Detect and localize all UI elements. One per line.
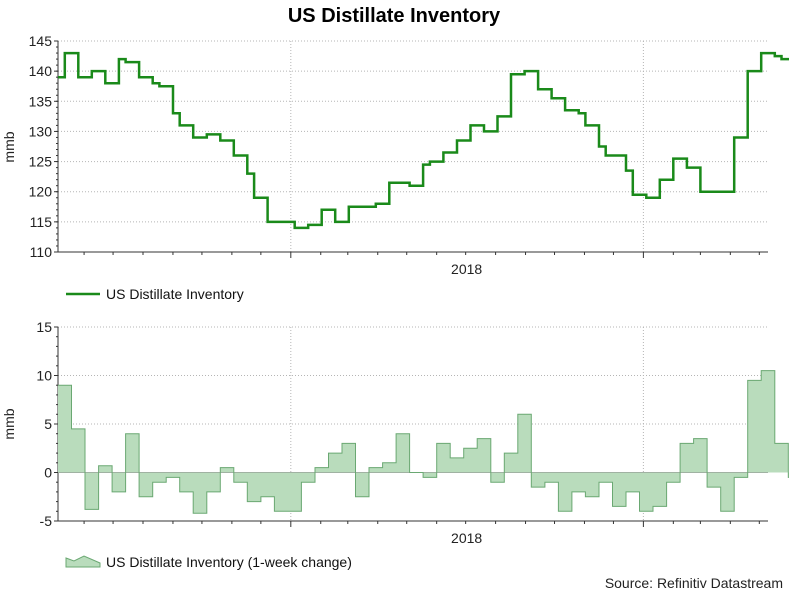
series-area: [58, 370, 789, 514]
y-tick-label: 5: [44, 416, 52, 432]
y-tick-label: 0: [44, 465, 52, 481]
y-tick-label: 120: [29, 184, 53, 200]
x-tick-label: 2018: [451, 530, 482, 546]
legend-label: US Distillate Inventory (1-week change): [106, 554, 352, 570]
series-area-outline: [58, 370, 789, 514]
y-tick-label: -5: [40, 513, 53, 529]
y-tick-label: 135: [29, 93, 53, 109]
y-axis-label: mmb: [1, 408, 17, 439]
series-line: [58, 51, 789, 230]
y-tick-label: 10: [36, 368, 52, 384]
y-tick-label: 145: [29, 33, 53, 49]
x-tick-label: 2018: [451, 261, 482, 277]
inventory-line-panel: 11011512012513013514014520182019mmbUS Di…: [1, 33, 789, 302]
weekly-change-area-panel: -505101520182019mmbUS Distillate Invento…: [1, 319, 789, 570]
y-axis-label: mmb: [1, 131, 17, 162]
y-tick-label: 140: [29, 63, 53, 79]
legend-area-swatch: [65, 555, 101, 568]
chart-title: US Distillate Inventory: [288, 5, 501, 27]
y-tick-label: 110: [30, 244, 53, 260]
y-tick-label: 130: [29, 123, 53, 139]
source-note: Source: Refinitiv Datastream: [605, 575, 783, 591]
legend-label: US Distillate Inventory: [106, 286, 244, 302]
y-tick-label: 15: [36, 319, 52, 335]
y-tick-label: 115: [30, 214, 53, 230]
y-tick-label: 125: [29, 154, 53, 170]
